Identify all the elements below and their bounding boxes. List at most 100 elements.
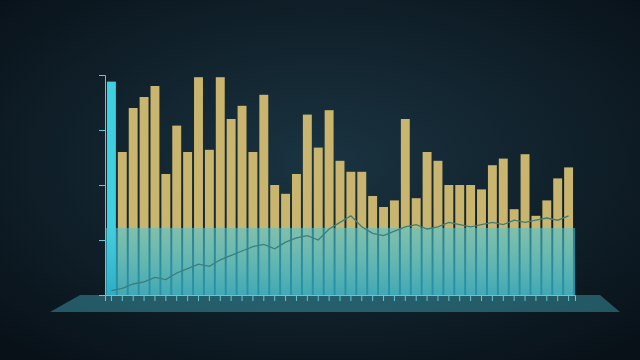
x-tick-mark bbox=[503, 295, 504, 301]
x-tick-mark bbox=[187, 295, 188, 301]
x-tick bbox=[372, 295, 373, 301]
y-tick-mark bbox=[99, 295, 105, 296]
x-tick bbox=[122, 295, 123, 301]
x-tick-mark bbox=[525, 295, 526, 301]
x-tick bbox=[252, 295, 253, 301]
y-tick bbox=[99, 240, 105, 241]
x-axis bbox=[106, 295, 576, 301]
x-tick-mark bbox=[274, 295, 275, 301]
x-tick-mark bbox=[514, 295, 515, 301]
x-tick-mark bbox=[242, 295, 243, 301]
x-tick-mark bbox=[133, 295, 134, 301]
x-tick-mark bbox=[557, 295, 558, 301]
chart bbox=[0, 0, 640, 360]
x-tick bbox=[557, 295, 558, 301]
x-tick-mark bbox=[481, 295, 482, 301]
x-tick-mark bbox=[437, 295, 438, 301]
x-tick-mark bbox=[459, 295, 460, 301]
x-tick bbox=[568, 295, 569, 301]
x-tick-mark bbox=[492, 295, 493, 301]
x-tick bbox=[154, 295, 155, 301]
x-tick-mark bbox=[263, 295, 264, 301]
x-tick-mark bbox=[318, 295, 319, 301]
plot bbox=[99, 76, 576, 302]
y-axis-line bbox=[99, 76, 106, 296]
x-tick-mark bbox=[176, 295, 177, 301]
x-tick-mark bbox=[546, 295, 547, 301]
x-tick-mark bbox=[340, 295, 341, 301]
x-tick-mark bbox=[372, 295, 373, 301]
x-tick bbox=[318, 295, 319, 301]
y-tick bbox=[99, 130, 105, 131]
x-tick-mark bbox=[470, 295, 471, 301]
x-tick bbox=[535, 295, 536, 301]
x-tick bbox=[405, 295, 406, 301]
y-tick-mark bbox=[99, 240, 105, 241]
x-tick-mark bbox=[535, 295, 536, 301]
y-tick-mark bbox=[99, 185, 105, 186]
x-tick bbox=[176, 295, 177, 301]
x-tick-mark bbox=[111, 295, 112, 301]
x-tick bbox=[437, 295, 438, 301]
x-tick bbox=[231, 295, 232, 301]
x-tick bbox=[340, 295, 341, 301]
x-tick bbox=[361, 295, 362, 301]
x-tick bbox=[274, 295, 275, 301]
x-tick bbox=[209, 295, 210, 301]
x-tick bbox=[416, 295, 417, 301]
x-tick-mark bbox=[448, 295, 449, 301]
x-tick bbox=[144, 295, 145, 301]
x-axis-line bbox=[106, 296, 576, 302]
x-tick-mark bbox=[568, 295, 569, 301]
x-tick-mark bbox=[209, 295, 210, 301]
x-tick-mark bbox=[416, 295, 417, 301]
x-tick-mark bbox=[154, 295, 155, 301]
trend-line bbox=[111, 216, 568, 291]
x-tick-mark bbox=[165, 295, 166, 301]
x-tick-mark bbox=[329, 295, 330, 301]
x-tick bbox=[514, 295, 515, 301]
x-tick-mark bbox=[285, 295, 286, 301]
x-tick bbox=[492, 295, 493, 301]
x-tick-mark bbox=[231, 295, 232, 301]
x-tick bbox=[307, 295, 308, 301]
y-tick-mark bbox=[99, 75, 105, 76]
x-tick bbox=[383, 295, 384, 301]
x-tick bbox=[546, 295, 547, 301]
x-tick bbox=[220, 295, 221, 301]
x-tick-mark bbox=[122, 295, 123, 301]
x-tick bbox=[285, 295, 286, 301]
x-tick-mark bbox=[394, 295, 395, 301]
x-tick bbox=[427, 295, 428, 301]
x-tick bbox=[133, 295, 134, 301]
y-tick bbox=[99, 185, 105, 186]
x-tick bbox=[242, 295, 243, 301]
y-tick bbox=[99, 295, 105, 296]
x-tick bbox=[111, 295, 112, 301]
x-tick bbox=[263, 295, 264, 301]
x-tick bbox=[329, 295, 330, 301]
x-tick bbox=[459, 295, 460, 301]
x-tick-mark bbox=[427, 295, 428, 301]
x-tick bbox=[165, 295, 166, 301]
x-tick-mark bbox=[350, 295, 351, 301]
marks bbox=[105, 77, 575, 295]
x-tick bbox=[470, 295, 471, 301]
x-tick bbox=[198, 295, 199, 301]
floor-glow bbox=[105, 228, 575, 295]
x-tick-mark bbox=[252, 295, 253, 301]
x-tick bbox=[187, 295, 188, 301]
x-tick-mark bbox=[198, 295, 199, 301]
x-tick bbox=[525, 295, 526, 301]
x-tick-mark bbox=[405, 295, 406, 301]
x-tick-mark bbox=[144, 295, 145, 301]
x-tick bbox=[481, 295, 482, 301]
x-tick-mark bbox=[361, 295, 362, 301]
x-tick-mark bbox=[383, 295, 384, 301]
x-tick bbox=[394, 295, 395, 301]
base-plane bbox=[50, 295, 620, 312]
x-tick bbox=[296, 295, 297, 301]
x-tick bbox=[350, 295, 351, 301]
y-tick bbox=[99, 75, 105, 76]
y-axis bbox=[99, 76, 106, 296]
